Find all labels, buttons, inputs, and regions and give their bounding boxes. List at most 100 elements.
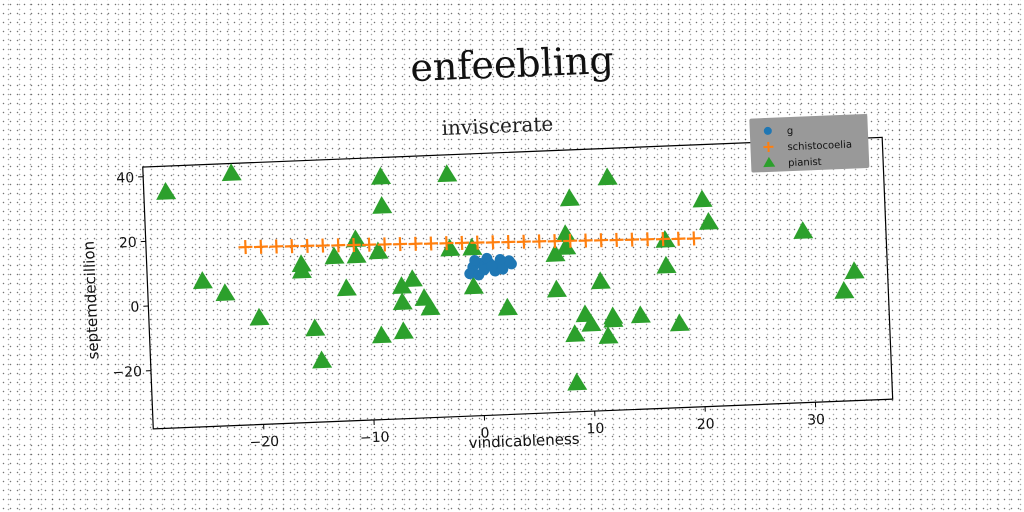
pianist-point — [793, 221, 814, 240]
pianist-point — [420, 297, 441, 316]
legend-label: schistocoelia — [787, 140, 852, 154]
legend: g schistocoelia pianist — [749, 114, 870, 173]
schistocoelia-point — [284, 239, 299, 254]
pianist-point — [324, 246, 345, 265]
pianist-point — [305, 318, 326, 337]
pianist-point — [656, 255, 677, 274]
legend-items: g schistocoelia pianist — [763, 126, 852, 169]
series-schistocoelia — [238, 231, 701, 255]
schistocoelia-point — [671, 231, 686, 246]
pianist-point — [844, 261, 865, 280]
pianist-point — [597, 167, 618, 186]
pianist-point — [463, 276, 484, 295]
pianist-point — [346, 245, 367, 264]
pianist-point — [392, 276, 413, 295]
x-tick-label: −10 — [360, 429, 390, 446]
y-tick-label: 20 — [119, 235, 137, 252]
pianist-point — [249, 307, 270, 326]
pianist-point — [462, 237, 483, 256]
pianist-point — [497, 297, 518, 316]
pianist-point — [559, 188, 580, 207]
pianist-point — [368, 241, 389, 260]
pianist-point — [371, 325, 392, 344]
schistocoelia-point — [408, 236, 423, 251]
pianist-point — [834, 281, 855, 299]
pianist-point — [669, 313, 690, 332]
schistocoelia-point — [516, 234, 531, 249]
schistocoelia-point — [470, 235, 485, 250]
pianist-point — [402, 269, 423, 288]
pianist-point — [345, 229, 366, 248]
axes: −20 −10 0 10 20 30 −20 0 20 40 — [112, 170, 825, 451]
legend-marker-schistocoelia — [763, 141, 774, 152]
pianist-point — [565, 324, 586, 343]
schistocoelia-point — [501, 234, 516, 250]
schistocoelia-point — [362, 237, 377, 252]
g-point — [464, 268, 476, 280]
pianist-point — [692, 189, 713, 208]
x-axis-label: vindicableness — [468, 430, 580, 452]
pianist-point — [581, 313, 602, 332]
legend-label: g — [787, 126, 794, 137]
g-point — [494, 254, 506, 266]
y-tick-label: 0 — [130, 299, 140, 315]
schistocoelia-point — [253, 239, 268, 254]
pianist-point — [371, 166, 392, 185]
y-tick-label: −20 — [112, 364, 142, 381]
pianist-point — [192, 271, 213, 290]
pianist-point — [567, 372, 588, 391]
pianist-point — [546, 279, 567, 298]
g-point — [469, 255, 481, 267]
schistocoelia-point — [331, 238, 346, 253]
series-pianist — [156, 163, 865, 391]
schistocoelia-point — [625, 232, 640, 247]
g-point — [497, 263, 509, 275]
schistocoelia-point — [655, 232, 671, 247]
pianist-point — [221, 163, 242, 182]
x-tick-label: 10 — [586, 421, 604, 438]
pianist-point — [393, 321, 414, 340]
pianist-point — [215, 283, 236, 302]
pianist-point — [603, 309, 624, 328]
schistocoelia-point — [640, 232, 655, 247]
pianist-point — [545, 244, 566, 262]
pianist-point — [590, 271, 611, 290]
pianist-point — [556, 237, 577, 256]
pianist-point — [312, 350, 333, 369]
schistocoelia-point — [238, 240, 253, 255]
x-tick-label: 0 — [480, 425, 490, 441]
legend-marker-g — [763, 126, 772, 135]
schistocoelia-point — [377, 237, 392, 252]
g-point — [473, 269, 485, 281]
pianist-point — [156, 182, 177, 200]
schistocoelia-point — [300, 238, 315, 253]
legend-background — [749, 114, 870, 173]
x-tick-label: 30 — [807, 412, 825, 429]
x-tick-label: 20 — [697, 416, 715, 433]
schistocoelia-point — [346, 237, 361, 253]
legend-entry-schistocoelia: schistocoelia — [763, 140, 852, 154]
schistocoelia-point — [454, 235, 469, 250]
schistocoelia-point — [269, 239, 284, 254]
schistocoelia-point — [578, 233, 593, 248]
g-point — [481, 252, 493, 264]
pianist-point — [630, 305, 651, 324]
pianist-point — [437, 164, 458, 183]
chart-title: inviscerate — [441, 112, 554, 140]
schistocoelia-point — [393, 237, 408, 252]
schistocoelia-point — [315, 238, 330, 253]
legend-label: pianist — [788, 157, 822, 169]
legend-entry-g: g — [763, 126, 794, 137]
pianist-point — [598, 326, 619, 344]
g-point — [486, 260, 498, 272]
legend-entry-pianist: pianist — [763, 157, 822, 169]
schistocoelia-point — [609, 232, 624, 247]
schistocoelia-point — [686, 231, 701, 246]
g-point — [503, 255, 515, 267]
pianist-point — [699, 212, 719, 230]
pianist-point — [372, 195, 393, 214]
pianist-point — [291, 254, 312, 273]
schistocoelia-point — [423, 236, 439, 251]
x-tick-label: −20 — [249, 434, 279, 451]
